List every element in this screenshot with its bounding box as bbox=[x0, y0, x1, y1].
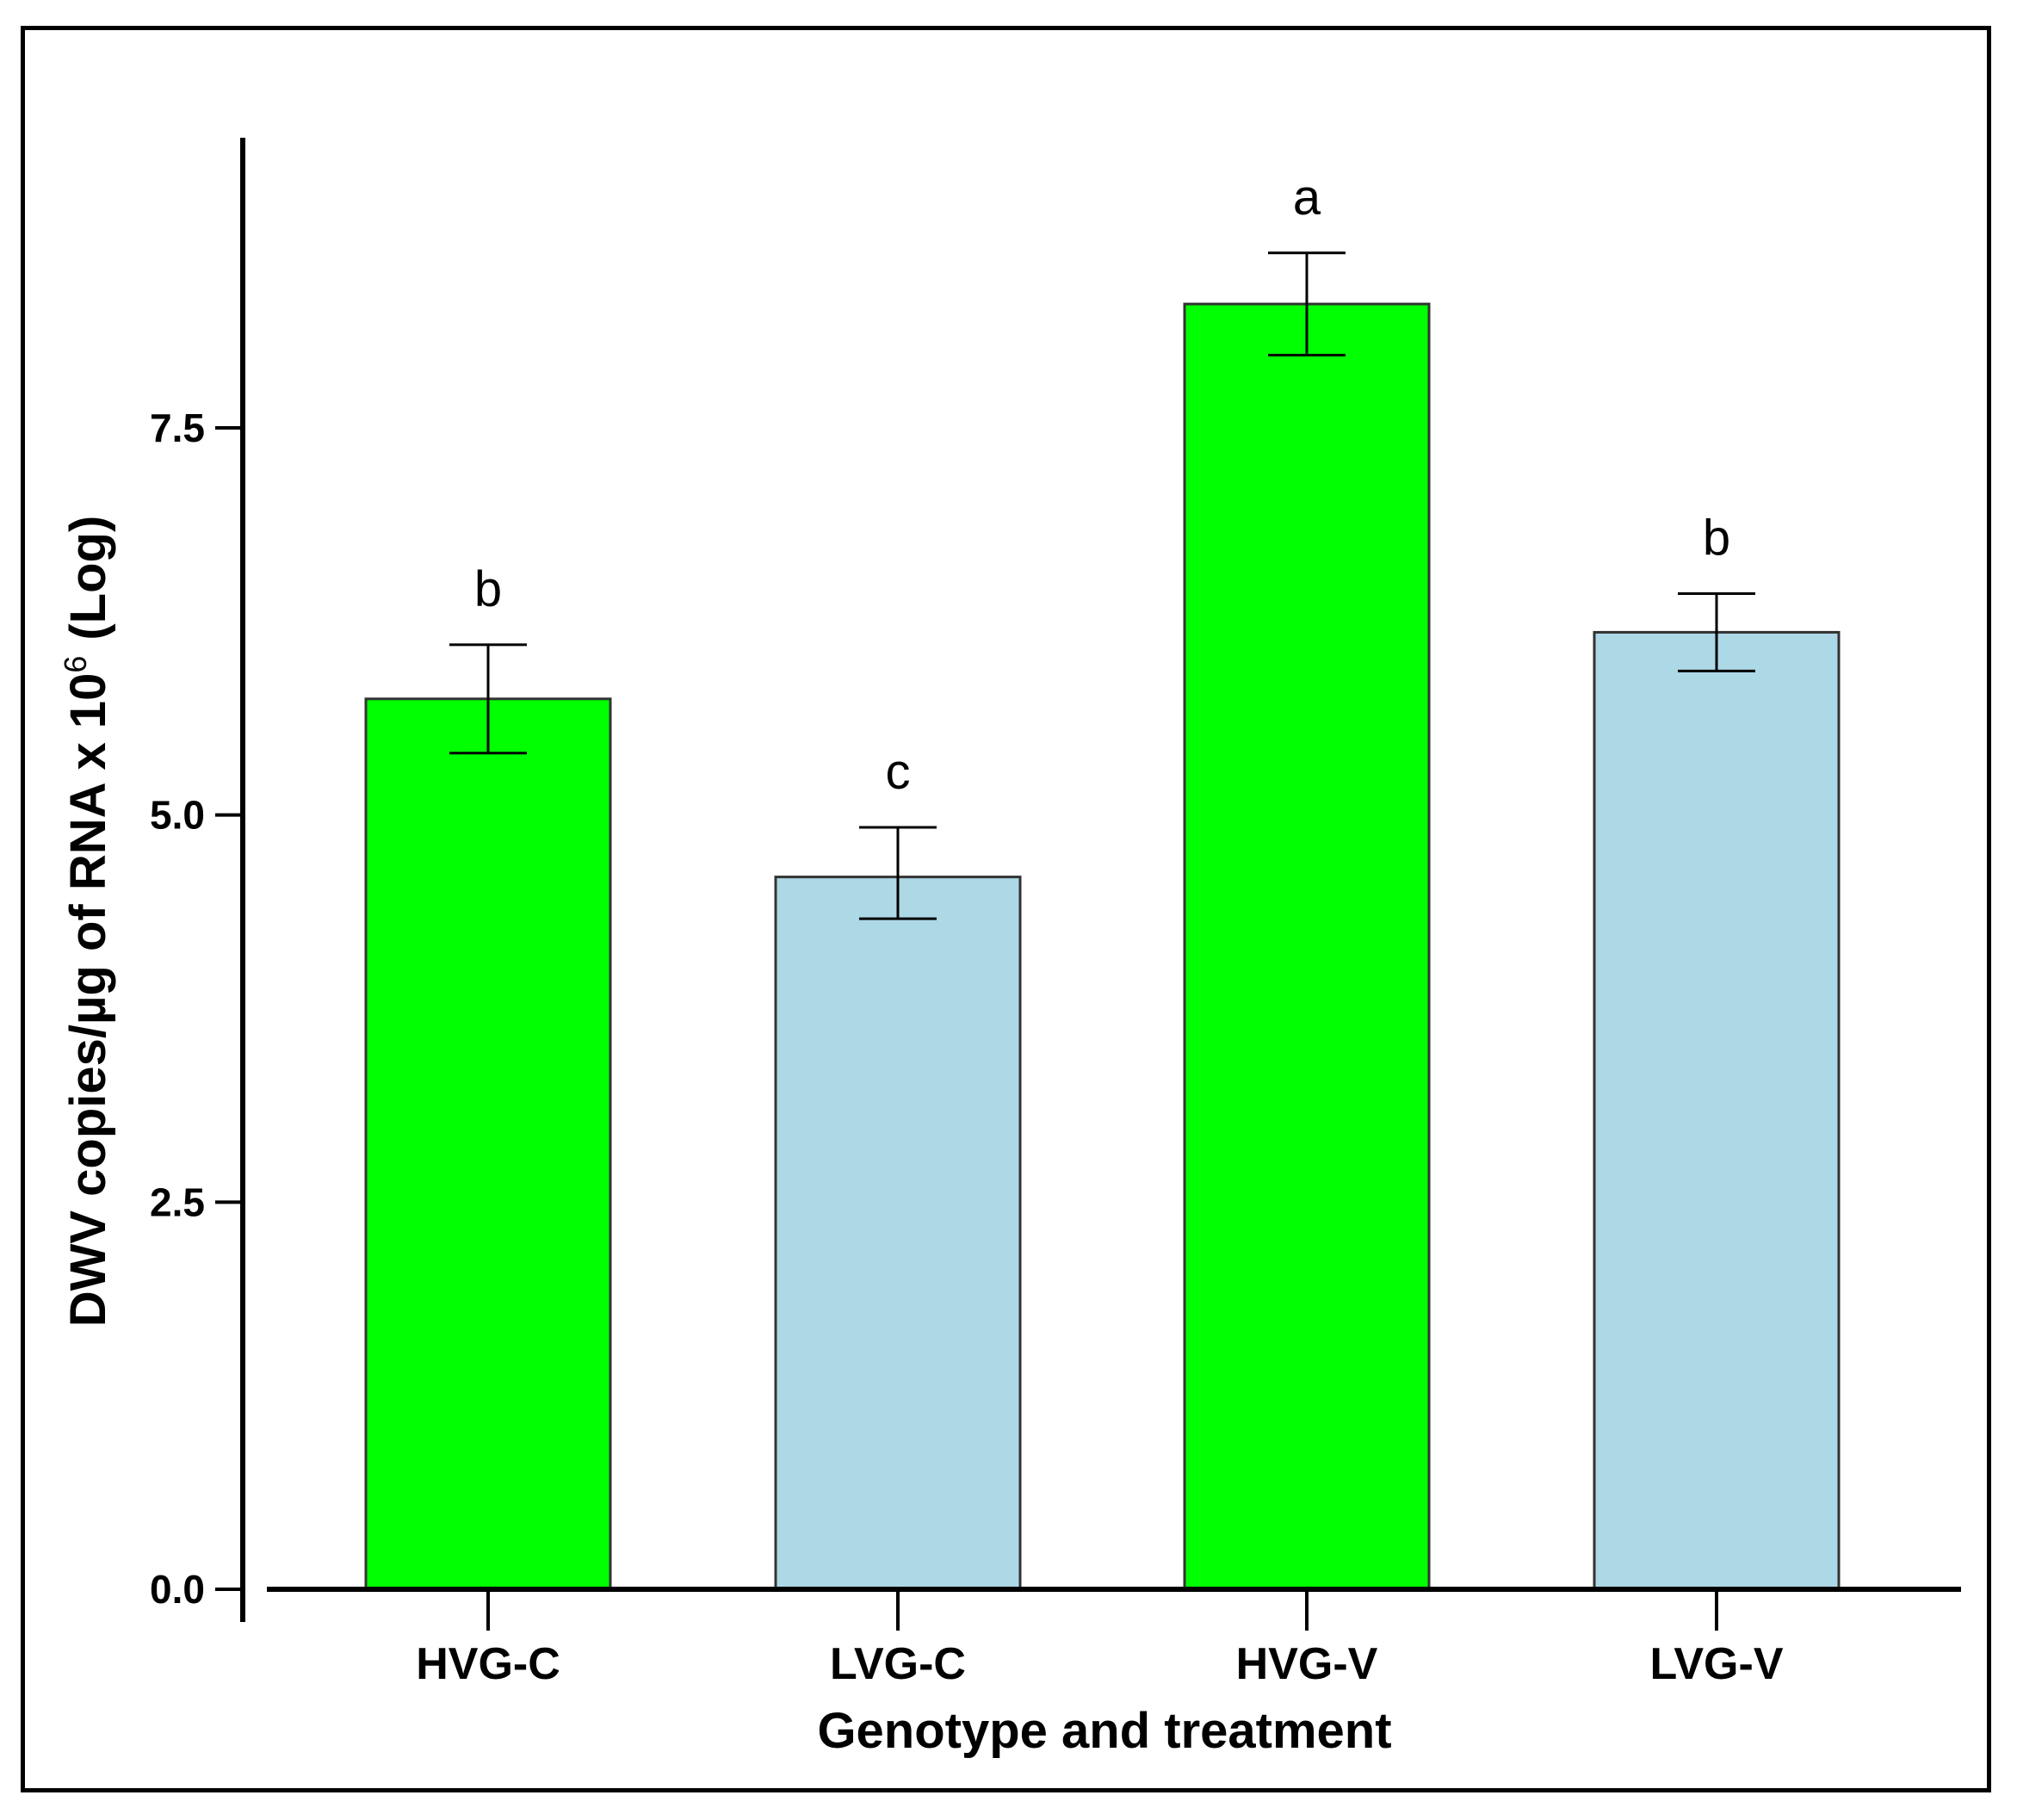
x-tick-label-hvg-c: HVG-C bbox=[416, 1639, 560, 1689]
significance-letter-lvg-v: b bbox=[1703, 510, 1730, 566]
y-axis-title-superscript: 6 bbox=[58, 656, 93, 673]
y-tick-label: 5.0 bbox=[150, 793, 205, 838]
x-tick-label-hvg-v: HVG-V bbox=[1236, 1639, 1378, 1689]
significance-letter-hvg-c: b bbox=[474, 561, 502, 617]
x-axis-title: Genotype and treatment bbox=[817, 1703, 1391, 1759]
significance-letter-lvg-c: c bbox=[886, 744, 911, 800]
y-tick-label: 7.5 bbox=[150, 405, 205, 450]
y-axis-title-main: DWV copies/µg of RNA x 10 bbox=[60, 673, 116, 1328]
y-axis-title: DWV copies/µg of RNA x 106 (Log) bbox=[58, 516, 116, 1328]
y-tick-label: 2.5 bbox=[150, 1179, 205, 1224]
x-tick-label-lvg-v: LVG-V bbox=[1649, 1639, 1783, 1689]
significance-letter-hvg-v: a bbox=[1293, 170, 1321, 226]
bar-lvg-c bbox=[774, 876, 1022, 1591]
x-tick-label-lvg-c: LVG-C bbox=[830, 1639, 966, 1689]
axes-layer bbox=[215, 138, 1961, 1631]
y-axis-title-suffix: (Log) bbox=[60, 516, 116, 641]
bars-layer bbox=[364, 302, 1841, 1591]
y-tick-label: 0.0 bbox=[150, 1567, 205, 1612]
bar-hvg-c bbox=[364, 697, 612, 1591]
labels-layer: b HVG-C c LVG-C a HVG-V b LVG-V 0.0 2.5 5.0 7.5 Geno… bbox=[58, 170, 1784, 1759]
error-bars-layer bbox=[449, 251, 1755, 920]
bar-lvg-v bbox=[1593, 630, 1841, 1591]
bar-hvg-v bbox=[1183, 302, 1431, 1591]
